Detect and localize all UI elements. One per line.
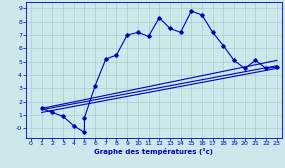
X-axis label: Graphe des températures (°c): Graphe des températures (°c) [94,148,213,155]
